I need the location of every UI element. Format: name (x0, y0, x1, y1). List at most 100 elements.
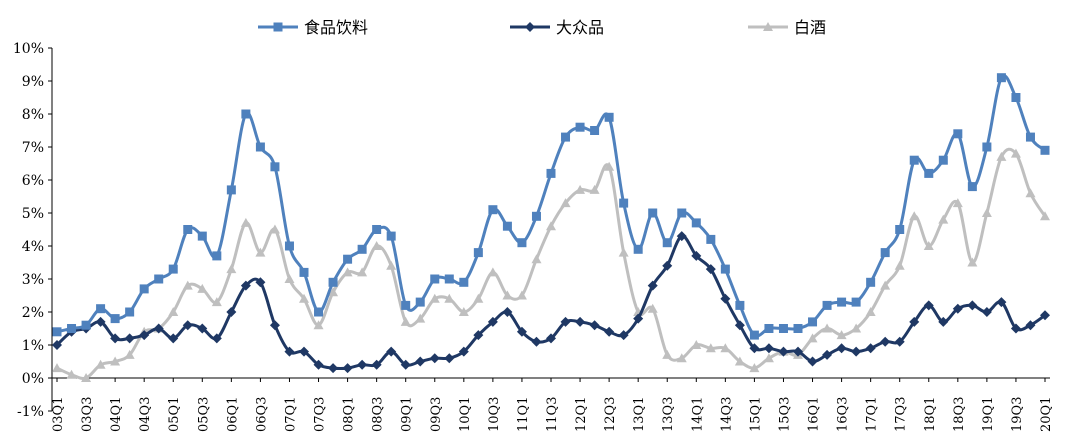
data-point-mass-consumer (168, 333, 179, 344)
data-point-food-beverage (154, 274, 164, 284)
data-point-baijiu (822, 323, 833, 333)
y-tick-label: 4% (22, 239, 44, 255)
data-point-food-beverage (517, 238, 527, 248)
data-point-mass-consumer (269, 320, 280, 331)
data-point-food-beverage (633, 244, 643, 254)
x-tick-label: 16Q1 (807, 397, 822, 432)
x-tick-label: 03Q1 (51, 397, 66, 432)
data-point-baijiu (734, 356, 745, 366)
x-tick-label: 09Q1 (400, 397, 415, 432)
data-point-mass-consumer (880, 336, 891, 347)
y-tick-label: 0% (22, 371, 44, 387)
data-point-food-beverage (473, 248, 483, 258)
x-tick-label: 15Q3 (777, 397, 792, 432)
data-point-baijiu (1010, 148, 1021, 158)
data-point-food-beverage (444, 274, 454, 284)
y-tick-label: 9% (22, 74, 44, 90)
data-point-mass-consumer (604, 326, 615, 337)
data-point-mass-consumer (531, 336, 542, 347)
data-point-baijiu (371, 241, 382, 250)
data-point-food-beverage (938, 155, 948, 165)
data-point-baijiu (211, 297, 222, 307)
data-point-food-beverage (996, 73, 1006, 83)
data-point-food-beverage (502, 221, 512, 231)
data-point-food-beverage (328, 277, 338, 287)
data-point-baijiu (182, 280, 193, 290)
data-point-food-beverage (720, 264, 730, 274)
data-point-mass-consumer (734, 320, 745, 331)
data-point-food-beverage (662, 238, 672, 248)
data-point-food-beverage (837, 297, 847, 307)
data-point-food-beverage (691, 218, 701, 228)
data-point-food-beverage (386, 231, 396, 241)
data-point-baijiu (691, 340, 702, 349)
data-point-baijiu (255, 247, 266, 257)
data-point-food-beverage (764, 324, 774, 333)
data-point-food-beverage (706, 234, 716, 244)
data-point-food-beverage (299, 267, 309, 277)
data-point-baijiu (763, 353, 774, 363)
data-point-food-beverage (575, 122, 585, 132)
data-point-mass-consumer (444, 353, 455, 364)
data-point-baijiu (807, 333, 818, 343)
data-point-food-beverage (125, 307, 135, 317)
y-axis: 10% 9% 8% 7% 6% 5% 4% 3% 2% 1% 0% -1% (13, 41, 53, 420)
x-tick-label: 19Q1 (981, 397, 996, 432)
data-point-mass-consumer (894, 336, 905, 347)
y-tick-label: 5% (22, 206, 44, 222)
data-point-food-beverage (183, 225, 193, 234)
data-point-food-beverage (851, 297, 861, 307)
data-point-food-beverage (778, 324, 788, 333)
data-point-mass-consumer (110, 333, 121, 344)
data-point-mass-consumer (923, 300, 934, 311)
data-point-mass-consumer (284, 346, 295, 357)
data-point-baijiu (604, 161, 615, 171)
data-point-baijiu (647, 303, 658, 313)
data-point-food-beverage (241, 109, 251, 119)
x-tick-label: 18Q1 (923, 397, 938, 432)
data-point-baijiu (110, 356, 121, 366)
data-point-mass-consumer (647, 280, 658, 291)
data-point-food-beverage (197, 231, 207, 241)
data-point-baijiu (865, 307, 876, 316)
legend-item-baijiu: 白酒 (748, 18, 826, 37)
data-point-baijiu (720, 343, 731, 353)
series-mass-consumer (52, 231, 1050, 374)
data-point-mass-consumer (240, 280, 251, 291)
data-point-mass-consumer (865, 343, 876, 354)
x-tick-label: 14Q3 (719, 397, 734, 432)
data-point-mass-consumer (357, 359, 368, 370)
data-point-food-beverage (1025, 132, 1035, 142)
data-point-food-beverage (1011, 93, 1021, 102)
data-point-mass-consumer (763, 343, 774, 354)
data-point-mass-consumer (967, 300, 978, 311)
data-point-baijiu (66, 369, 77, 379)
data-point-mass-consumer (589, 320, 600, 331)
legend-marker (763, 22, 773, 31)
data-point-food-beverage (619, 198, 629, 208)
data-point-food-beverage (561, 132, 571, 142)
data-point-food-beverage (357, 244, 367, 254)
data-point-baijiu (618, 247, 629, 257)
data-point-food-beverage (52, 327, 62, 337)
data-point-food-beverage (822, 300, 832, 310)
data-point-baijiu (386, 260, 397, 270)
data-point-mass-consumer (793, 346, 803, 357)
series-line-food-beverage (56, 74, 1047, 338)
x-tick-label: 06Q1 (225, 397, 240, 432)
data-point-mass-consumer (371, 359, 382, 370)
data-point-mass-consumer (182, 320, 193, 331)
data-point-mass-consumer (938, 316, 949, 327)
data-point-baijiu (240, 217, 251, 227)
data-point-mass-consumer (633, 313, 644, 324)
data-point-baijiu (516, 290, 527, 300)
data-point-mass-consumer (139, 330, 150, 341)
x-tick-label: 13Q3 (661, 397, 676, 432)
data-point-food-beverage (96, 304, 106, 314)
data-point-food-beverage (749, 330, 759, 340)
data-point-baijiu (313, 320, 324, 330)
data-point-baijiu (560, 198, 571, 208)
data-point-baijiu (124, 349, 135, 359)
data-point-mass-consumer (749, 343, 760, 354)
